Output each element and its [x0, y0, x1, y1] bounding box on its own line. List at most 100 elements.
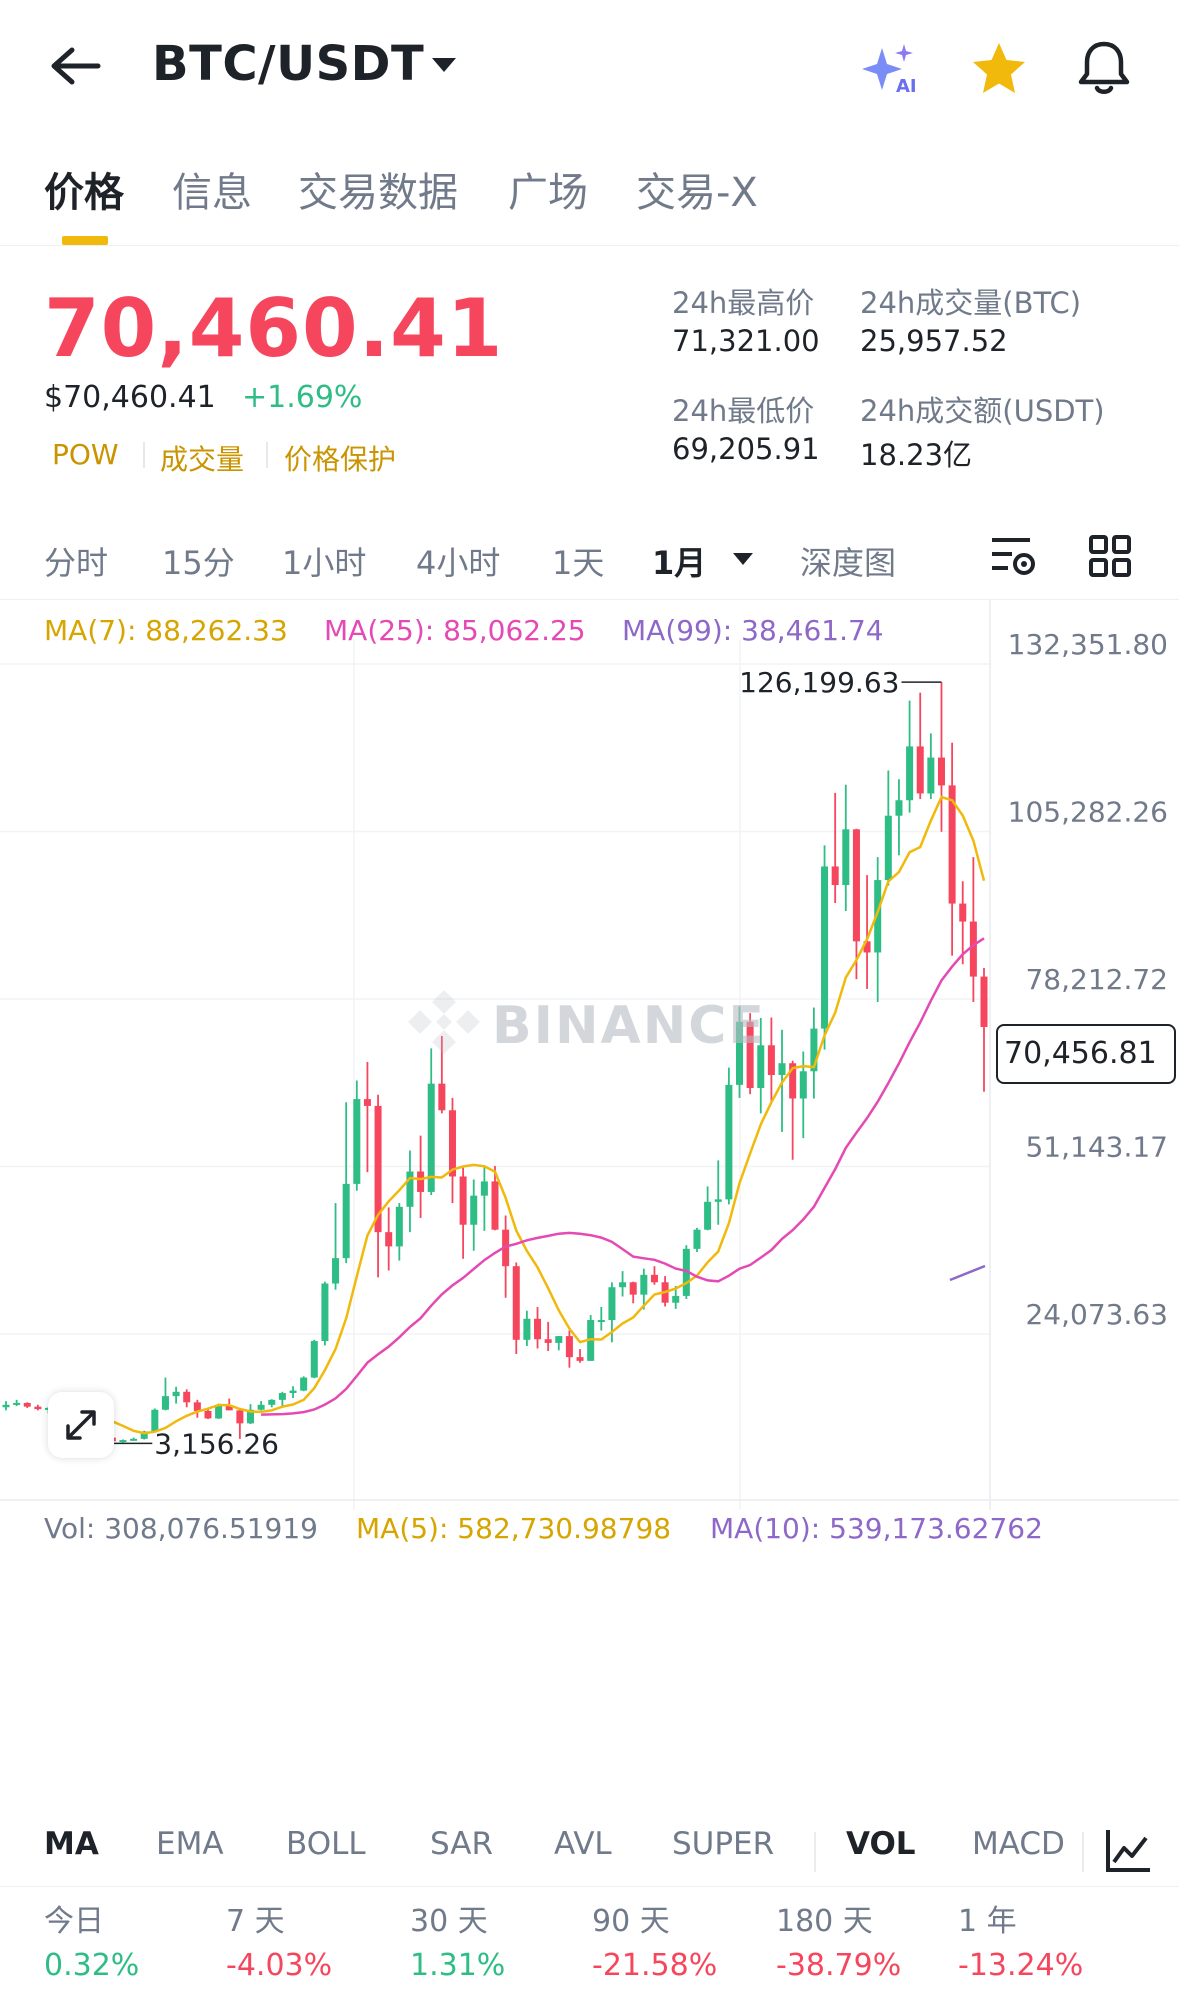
- performance-divider: [0, 1886, 1179, 1887]
- back-arrow-icon[interactable]: [46, 44, 102, 88]
- ma25-line: [261, 937, 985, 1416]
- candle-body: [395, 1206, 403, 1247]
- performance-value: 1.31%: [410, 1948, 506, 1983]
- pair-title[interactable]: BTC/USDT: [152, 36, 425, 92]
- candle-body: [682, 1248, 690, 1296]
- interval-4h[interactable]: 4小时: [416, 544, 501, 582]
- interval-bar: 分时 15分 1小时 4小时 1天 1月 深度图: [0, 528, 1179, 600]
- candle-body: [693, 1229, 701, 1249]
- price-axis: 132,351.80 105,282.26 78,212.72 51,143.17 24…: [1008, 628, 1168, 1331]
- volume-usdt-label: 24h成交额(USDT): [860, 394, 1105, 428]
- candle-body: [491, 1181, 499, 1230]
- candle-body: [480, 1181, 488, 1196]
- candle-body: [725, 1084, 733, 1200]
- candles: [2, 682, 988, 1444]
- volume-btc-value: 25,957.52: [860, 324, 1008, 358]
- header: BTC/USDT AI: [0, 0, 1179, 130]
- interval-1M[interactable]: 1月: [652, 544, 707, 582]
- fullscreen-button[interactable]: [48, 1392, 114, 1458]
- indicator-macd[interactable]: MACD: [972, 1826, 1065, 1862]
- candle-body: [534, 1318, 542, 1340]
- layout-grid-icon[interactable]: [1088, 534, 1132, 578]
- binance-logo-icon: [408, 990, 480, 1054]
- binance-watermark: BINANCE: [492, 996, 766, 1056]
- indicator-ma[interactable]: MA: [44, 1826, 99, 1862]
- indicator-ema[interactable]: EMA: [156, 1826, 224, 1862]
- tab-price[interactable]: 价格: [44, 170, 124, 216]
- candle-body: [597, 1320, 605, 1323]
- candle-body: [417, 1171, 425, 1192]
- candle-body: [757, 1045, 765, 1088]
- tab-trade-x[interactable]: 交易-X: [636, 170, 758, 216]
- tab-trading-data[interactable]: 交易数据: [298, 170, 458, 216]
- candle-body: [619, 1282, 627, 1288]
- ai-sparkle-icon[interactable]: AI: [860, 40, 922, 96]
- indicator-super[interactable]: SUPER: [672, 1826, 775, 1862]
- candle-body: [172, 1391, 180, 1397]
- chart-settings-icon[interactable]: [990, 534, 1038, 578]
- performance-label: 7 天: [226, 1904, 285, 1939]
- price-axis-label: 24,073.63: [1025, 1298, 1168, 1331]
- candle-body: [470, 1195, 478, 1225]
- tab-square[interactable]: 广场: [508, 170, 588, 216]
- low-24h-label: 24h最低价: [672, 394, 815, 428]
- interval-1d[interactable]: 1天: [552, 544, 605, 582]
- tag-divider: [266, 442, 268, 468]
- tag-pow[interactable]: POW: [52, 438, 119, 471]
- candle-body: [246, 1409, 255, 1424]
- bell-icon[interactable]: [1076, 38, 1132, 96]
- candle-body: [608, 1287, 616, 1321]
- performance-value: -13.24%: [958, 1948, 1084, 1983]
- indicator-boll[interactable]: BOLL: [286, 1826, 366, 1862]
- candle-body: [650, 1274, 658, 1283]
- volume-usdt-value: 18.23亿: [860, 438, 973, 472]
- candle-body: [225, 1405, 233, 1411]
- performance-label: 90 天: [592, 1904, 670, 1939]
- last-price: 70,460.41: [44, 282, 504, 375]
- current-price-tag: [996, 1024, 1176, 1084]
- candle-body: [427, 1083, 435, 1192]
- main-tabs: 价格 信息 交易数据 广场 交易-X: [0, 160, 1179, 246]
- indicator-vol[interactable]: VOL: [846, 1826, 916, 1862]
- interval-time[interactable]: 分时: [44, 544, 109, 582]
- chart-indicator-icon[interactable]: [1104, 1828, 1152, 1874]
- performance-value: -38.79%: [776, 1948, 902, 1983]
- candle-body: [130, 1438, 138, 1441]
- candle-body: [948, 785, 956, 904]
- candle-body: [310, 1341, 318, 1378]
- candle-body: [640, 1274, 648, 1295]
- tab-info[interactable]: 信息: [172, 170, 252, 216]
- tag-divider: [143, 442, 145, 468]
- candle-body: [672, 1295, 680, 1303]
- candle-body: [215, 1405, 223, 1419]
- interval-1h[interactable]: 1小时: [282, 544, 367, 582]
- indicator-avl[interactable]: AVL: [554, 1826, 612, 1862]
- candle-body: [23, 1402, 31, 1407]
- interval-depth[interactable]: 深度图: [800, 544, 897, 582]
- ma7-line: [69, 795, 986, 1435]
- candle-body: [278, 1393, 286, 1400]
- candle-body: [778, 1063, 786, 1075]
- candle-body: [980, 976, 988, 1027]
- candle-body: [353, 1099, 361, 1184]
- tag-volume[interactable]: 成交量: [160, 443, 245, 476]
- candle-body: [629, 1282, 637, 1295]
- candle-body: [544, 1339, 552, 1343]
- favorite-star-icon[interactable]: [970, 40, 1028, 96]
- vol-ma5-legend: MA(5): 582,730.98798: [356, 1512, 672, 1545]
- price-change-percent: +1.69%: [242, 380, 363, 415]
- interval-15m[interactable]: 15分: [162, 544, 235, 582]
- performance-label: 1 年: [958, 1904, 1017, 1939]
- tag-price-protection[interactable]: 价格保护: [284, 443, 397, 476]
- performance-value: -21.58%: [592, 1948, 718, 1983]
- caret-down-icon[interactable]: [430, 56, 458, 74]
- candle-body: [289, 1390, 297, 1394]
- candle-body: [937, 757, 945, 786]
- candle-body: [268, 1399, 276, 1405]
- indicator-sar[interactable]: SAR: [430, 1826, 493, 1862]
- performance-value: 0.32%: [44, 1948, 140, 1983]
- candlestick-chart[interactable]: 132,351.80 105,282.26 78,212.72 51,143.17 24…: [0, 600, 1179, 1510]
- caret-down-icon[interactable]: [732, 552, 754, 566]
- candle-body: [714, 1199, 722, 1202]
- moving-average-lines: [69, 795, 986, 1435]
